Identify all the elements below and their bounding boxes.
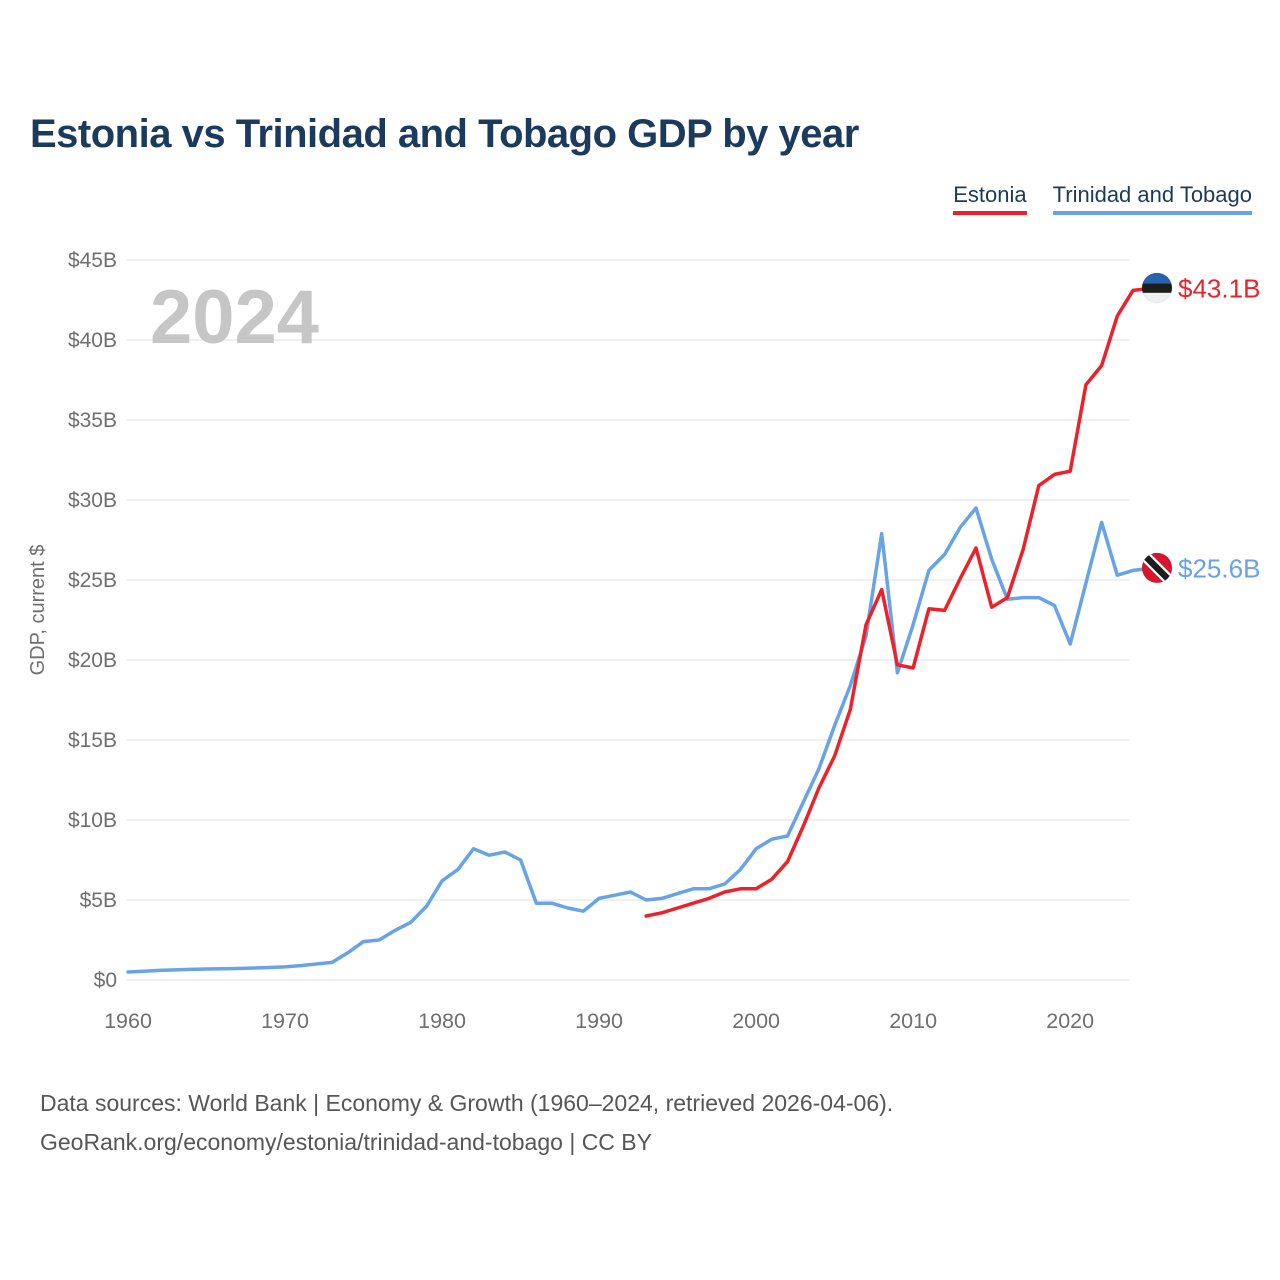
legend-item-estonia[interactable]: Estonia — [953, 182, 1027, 215]
chart-area: $0 $5B $10B $15B $20B $25B $30B $35B $40B $45B 196… — [0, 230, 1280, 1060]
y-tick-label: $0 — [94, 969, 117, 992]
x-tick-label: 1980 — [418, 1009, 466, 1033]
trinidad-and-tobago-end-value-label: $25.6B — [1178, 553, 1260, 583]
y-tick-label: $20B — [68, 649, 117, 672]
footer: Data sources: World Bank | Economy & Gro… — [40, 1084, 1240, 1162]
gdp-line-chart: $0 $5B $10B $15B $20B $25B $30B $35B $40B $45B 196… — [27, 249, 1260, 1033]
y-axis-title: GDP, current $ — [27, 545, 49, 676]
x-tick-label: 2000 — [732, 1009, 780, 1033]
legend: Estonia Trinidad and Tobago — [953, 182, 1252, 215]
x-tick-label: 2010 — [889, 1009, 937, 1033]
y-tick-label: $30B — [68, 489, 117, 512]
y-tick-label: $15B — [68, 729, 117, 752]
watermark-year: 2024 — [150, 275, 319, 360]
y-tick-label: $25B — [68, 569, 117, 592]
x-tick-label: 1960 — [104, 1009, 152, 1033]
y-tick-label: $45B — [68, 249, 117, 272]
trinidad-and-tobago-line — [126, 506, 1148, 974]
footer-data-sources: Data sources: World Bank | Economy & Gro… — [40, 1090, 894, 1116]
x-tick-label: 2020 — [1046, 1009, 1094, 1033]
y-tick-label: $5B — [80, 889, 117, 912]
estonia-flag-icon — [1142, 272, 1172, 303]
y-tick-label: $35B — [68, 409, 117, 432]
y-tick-label: $10B — [68, 809, 117, 832]
footer-attribution: GeoRank.org/economy/estonia/trinidad-and… — [40, 1129, 652, 1155]
estonia-end-value-label: $43.1B — [1178, 273, 1260, 303]
trinidad-and-tobago-flag-icon — [1142, 552, 1172, 583]
legend-item-trinidad-and-tobago[interactable]: Trinidad and Tobago — [1052, 182, 1252, 215]
chart-title: Estonia vs Trinidad and Tobago GDP by ye… — [30, 112, 859, 156]
x-tick-label: 1990 — [575, 1009, 623, 1033]
estonia-line — [644, 287, 1148, 918]
y-tick-label: $40B — [68, 329, 117, 352]
x-tick-label: 1970 — [261, 1009, 309, 1033]
